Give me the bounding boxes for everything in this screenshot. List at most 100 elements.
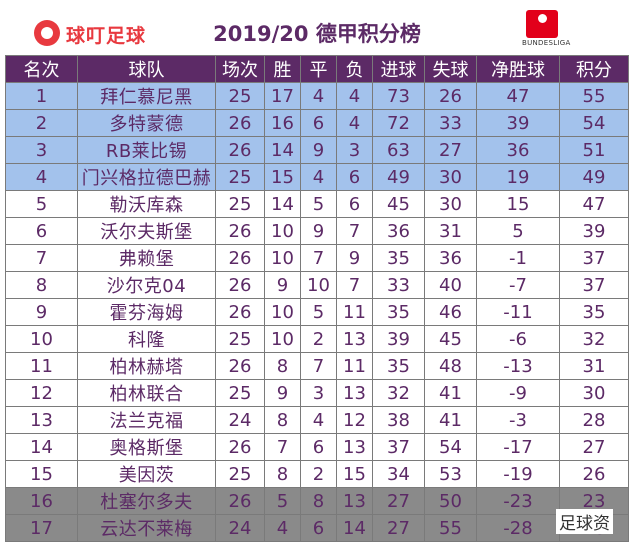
- cell-played: 25: [215, 325, 265, 353]
- cell-rank: 13: [5, 406, 78, 434]
- cell-drawn: 9: [300, 136, 337, 164]
- cell-drawn: 7: [300, 244, 337, 272]
- cell-points: 30: [559, 379, 629, 407]
- cell-drawn: 10: [300, 271, 337, 299]
- column-header-goal-difference: 净胜球: [476, 55, 560, 83]
- cell-goals-for: 38: [372, 406, 425, 434]
- cell-lost: 6: [336, 163, 373, 191]
- cell-lost: 13: [336, 379, 373, 407]
- cell-played: 26: [215, 352, 265, 380]
- cell-goals-against: 41: [424, 406, 477, 434]
- table-body: 1 拜仁慕尼黑 25 17 4 4 73 26 47 55 2 多特蒙德 26 16 6 4 72 33 39 54 3…: [5, 82, 629, 542]
- cell-played: 26: [215, 136, 265, 164]
- cell-lost: 7: [336, 217, 373, 245]
- cell-goal-difference: -17: [476, 433, 560, 461]
- cell-played: 25: [215, 460, 265, 488]
- table-row: 3 RB莱比锡 26 14 9 3 63 27 36 51: [5, 136, 629, 164]
- page-title: 2019/20 德甲积分榜: [213, 22, 421, 46]
- cell-goals-against: 50: [424, 487, 477, 515]
- cell-goal-difference: -23: [476, 487, 560, 515]
- cell-team: 霍芬海姆: [77, 298, 216, 326]
- column-header-lost: 负: [336, 55, 373, 83]
- cell-lost: 6: [336, 190, 373, 218]
- cell-team: 多特蒙德: [77, 109, 216, 137]
- cell-lost: 9: [336, 244, 373, 272]
- cell-goal-difference: -13: [476, 352, 560, 380]
- cell-goals-for: 36: [372, 217, 425, 245]
- cell-lost: 13: [336, 325, 373, 353]
- cell-goals-against: 46: [424, 298, 477, 326]
- table-row: 15 美因茨 25 8 2 15 34 53 -19 26: [5, 460, 629, 488]
- cell-goals-for: 32: [372, 379, 425, 407]
- cell-team: 法兰克福: [77, 406, 216, 434]
- cell-played: 26: [215, 298, 265, 326]
- cell-points: 27: [559, 433, 629, 461]
- cell-team: 拜仁慕尼黑: [77, 82, 216, 110]
- cell-goals-for: 39: [372, 325, 425, 353]
- cell-goal-difference: 39: [476, 109, 560, 137]
- cell-points: 51: [559, 136, 629, 164]
- cell-points: 31: [559, 352, 629, 380]
- cell-lost: 11: [336, 352, 373, 380]
- cell-points: 35: [559, 298, 629, 326]
- column-header-goals-for: 进球: [372, 55, 425, 83]
- cell-points: 32: [559, 325, 629, 353]
- cell-goal-difference: 15: [476, 190, 560, 218]
- cell-team: 柏林赫塔: [77, 352, 216, 380]
- cell-won: 5: [264, 487, 301, 515]
- cell-goal-difference: -7: [476, 271, 560, 299]
- cell-lost: 3: [336, 136, 373, 164]
- cell-team: 勒沃库森: [77, 190, 216, 218]
- cell-points: 26: [559, 460, 629, 488]
- cell-team: 云达不莱梅: [77, 514, 216, 542]
- cell-won: 15: [264, 163, 301, 191]
- cell-goals-for: 27: [372, 487, 425, 515]
- cell-goals-against: 53: [424, 460, 477, 488]
- cell-drawn: 6: [300, 433, 337, 461]
- standings-table: 名次 球队 场次 胜 平 负 进球 失球 净胜球 积分 1 拜仁慕尼黑 25 17 4 4…: [5, 55, 629, 542]
- cell-played: 26: [215, 217, 265, 245]
- table-row: 8 沙尔克04 26 9 10 7 33 40 -7 37: [5, 271, 629, 299]
- cell-won: 8: [264, 352, 301, 380]
- cell-lost: 15: [336, 460, 373, 488]
- cell-won: 7: [264, 433, 301, 461]
- cell-won: 8: [264, 406, 301, 434]
- cell-played: 26: [215, 433, 265, 461]
- cell-drawn: 9: [300, 217, 337, 245]
- cell-goal-difference: 36: [476, 136, 560, 164]
- cell-team: RB莱比锡: [77, 136, 216, 164]
- cell-played: 25: [215, 190, 265, 218]
- cell-won: 8: [264, 460, 301, 488]
- cell-rank: 2: [5, 109, 78, 137]
- cell-goals-for: 35: [372, 298, 425, 326]
- cell-played: 26: [215, 244, 265, 272]
- cell-goals-for: 27: [372, 514, 425, 542]
- cell-won: 4: [264, 514, 301, 542]
- cell-won: 17: [264, 82, 301, 110]
- cell-goals-against: 33: [424, 109, 477, 137]
- cell-points: 55: [559, 82, 629, 110]
- cell-points: 49: [559, 163, 629, 191]
- table-row: 14 奥格斯堡 26 7 6 13 37 54 -17 27: [5, 433, 629, 461]
- cell-goals-against: 27: [424, 136, 477, 164]
- cell-lost: 11: [336, 298, 373, 326]
- cell-won: 14: [264, 190, 301, 218]
- cell-rank: 4: [5, 163, 78, 191]
- column-header-drawn: 平: [300, 55, 337, 83]
- watermark-text: 足球资: [556, 509, 613, 534]
- cell-played: 24: [215, 406, 265, 434]
- cell-team: 沃尔夫斯堡: [77, 217, 216, 245]
- cell-drawn: 3: [300, 379, 337, 407]
- cell-goals-against: 55: [424, 514, 477, 542]
- cell-goals-for: 33: [372, 271, 425, 299]
- cell-goals-against: 40: [424, 271, 477, 299]
- cell-played: 25: [215, 379, 265, 407]
- brand-name: 球叮足球: [66, 25, 147, 47]
- cell-drawn: 4: [300, 163, 337, 191]
- cell-rank: 7: [5, 244, 78, 272]
- cell-drawn: 2: [300, 460, 337, 488]
- cell-goals-for: 37: [372, 433, 425, 461]
- cell-goal-difference: 47: [476, 82, 560, 110]
- cell-points: 28: [559, 406, 629, 434]
